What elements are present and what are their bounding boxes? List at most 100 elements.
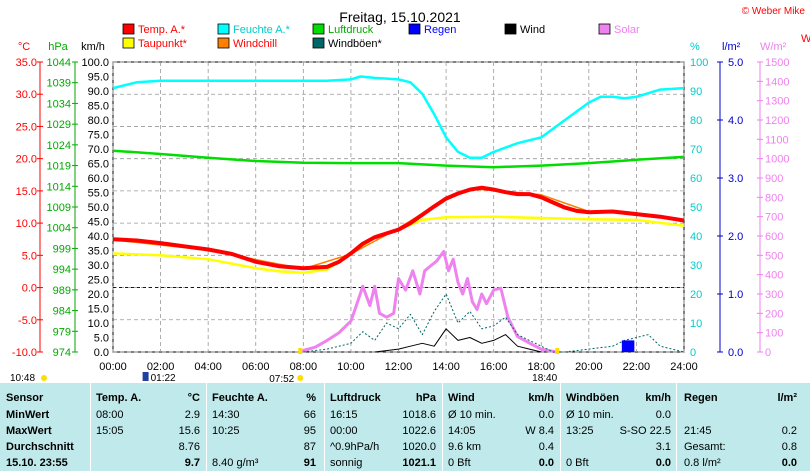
table-cell-value: 8.76 <box>178 441 200 453</box>
humidity-tick-label: 0 <box>690 347 696 359</box>
pressure-tick-label: 1019 <box>47 161 71 173</box>
table-header-unit: % <box>306 392 316 404</box>
wind-tick-label: 75.0 <box>88 130 109 142</box>
temp-tick-label: 10.0 <box>16 218 37 230</box>
table-row-label: MinWert <box>6 409 50 421</box>
wind-tick-label: 100.0 <box>81 57 109 69</box>
humidity-tick-label: 80 <box>690 115 702 127</box>
moon-phase-icon <box>41 375 47 381</box>
wind-tick-label: 0.0 <box>94 347 109 359</box>
table-cell-text: 13:25 <box>566 425 594 437</box>
series-luftdruck <box>112 149 685 169</box>
table-cell-text: Ø 10 min. <box>448 409 496 421</box>
x-tick-label: 12:00 <box>385 361 413 373</box>
wind-tick-label: 80.0 <box>88 115 109 127</box>
legend: Temp. A.* Feuchte A.* Luftdruck Regen Wind So… <box>122 23 640 50</box>
pressure-tick-label: 994 <box>53 264 71 276</box>
x-tick-label: 10:00 <box>337 361 365 373</box>
solar-tick-label: 1100 <box>765 134 789 146</box>
table-cell-value: 1018.6 <box>402 409 436 421</box>
pressure-tick-label: 1004 <box>47 223 71 235</box>
x-tick-label: 16:00 <box>480 361 508 373</box>
table-header: Wind <box>448 392 475 404</box>
table-cell-value: 0.8 <box>781 441 797 453</box>
humidity-tick-label: 20 <box>690 289 702 301</box>
table-cell-value: 0.0 <box>781 457 797 469</box>
x-tick-label: 20:00 <box>575 361 603 373</box>
legend-item: Luftdruck <box>312 23 374 36</box>
legend-item: Feuchte A.* <box>217 23 291 36</box>
table-cell-text: 0.8 l/m² <box>684 457 721 469</box>
table-cell-value: 0.0 <box>538 457 554 469</box>
pressure-tick-label: 989 <box>53 285 71 297</box>
wind-tick-label: 15.0 <box>88 304 109 316</box>
legend-item: Wind <box>504 23 545 36</box>
pressure-tick-label: 984 <box>53 306 71 318</box>
wind-tick-label: 85.0 <box>88 101 109 113</box>
plot-series <box>112 75 685 354</box>
x-tick-label: 04:00 <box>194 361 222 373</box>
table-row-label: 15.10. 23:55 <box>6 457 68 469</box>
legend-swatch <box>312 23 325 35</box>
sunrise-time: 07:52 <box>269 374 294 383</box>
pressure-tick-label: 1024 <box>47 140 71 152</box>
legend-item: Taupunkt* <box>122 37 188 50</box>
table-cell-text: 14:30 <box>212 409 240 421</box>
table-cell-value: 87 <box>303 441 316 453</box>
legend-swatch <box>504 23 517 35</box>
table-cell-text: Ø 10 min. <box>566 409 614 421</box>
table-cell-text: 0 Bft <box>448 457 471 469</box>
series-feuchtea <box>112 75 685 159</box>
wind-tick-label: 70.0 <box>88 144 109 156</box>
temp-unit: °C <box>18 41 30 53</box>
temp-tick-label: 5.0 <box>22 250 37 262</box>
wind-tick-label: 65.0 <box>88 159 109 171</box>
legend-item: Windchill <box>217 37 277 50</box>
humidity-tick-label: 100 <box>690 57 708 69</box>
table-cell-text: ^0.9hPa/h <box>330 441 380 453</box>
table-cell-value: 0.2 <box>781 425 797 437</box>
wind-tick-label: 35.0 <box>88 246 109 258</box>
pressure-tick-label: 1029 <box>47 119 71 131</box>
wind-tick-label: 5.0 <box>94 333 109 345</box>
legend-label: Feuchte A.* <box>233 24 291 36</box>
table-header: Feuchte A. <box>212 392 268 404</box>
table-row-label: Durchschnitt <box>6 441 74 453</box>
solar-tick-label: 500 <box>765 250 783 262</box>
x-tick-label: 08:00 <box>290 361 318 373</box>
table-cell-value: 1022.6 <box>402 425 436 437</box>
pressure-tick-label: 1014 <box>47 181 71 193</box>
solar-tick-label: 200 <box>765 308 783 320</box>
table-header-unit: °C <box>187 392 200 404</box>
wind-unit: km/h <box>81 41 105 53</box>
moonrise-time: 01:22 <box>151 373 176 383</box>
moon-icon <box>142 372 149 381</box>
wind-tick-label: 95.0 <box>88 72 109 84</box>
legend-label: Taupunkt* <box>138 38 188 50</box>
table-cell-text: 15:05 <box>96 425 124 437</box>
humidity-tick-label: 70 <box>690 144 702 156</box>
wind-tick-label: 20.0 <box>88 289 109 301</box>
x-tick-label: 06:00 <box>242 361 270 373</box>
rain-bar <box>621 340 625 352</box>
humidity-tick-label: 90 <box>690 86 702 98</box>
stats-table: Sensor Temp. A. °C Feuchte A.% Luftdruck hPa W… <box>0 383 810 471</box>
table-cell-value: 95 <box>303 425 316 437</box>
legend-label: Windböen* <box>328 38 383 50</box>
legend-label: Luftdruck <box>328 24 374 36</box>
humidity-tick-label: 50 <box>690 202 702 214</box>
wind-tick-label: 60.0 <box>88 173 109 185</box>
solar-tick-label: 1200 <box>765 115 789 127</box>
wind-tick-label: 25.0 <box>88 275 109 287</box>
solar-tick-label: 1000 <box>765 154 789 166</box>
temp-tick-label: 0.0 <box>22 283 37 295</box>
wind-tick-label: 50.0 <box>88 202 109 214</box>
table-cell-text: 8.40 g/m³ <box>212 457 259 469</box>
table-cell-text: 16:15 <box>330 409 358 421</box>
table-header-unit: hPa <box>415 392 436 404</box>
plot-axes: -10.0 -5.0 0.0 5.0 10.0 15.0 20.0 25.0 30.0 35.0 9… <box>10 33 810 383</box>
table-cell-value: 2.9 <box>184 409 200 421</box>
legend-item: Temp. A.* <box>122 23 186 36</box>
temp-tick-label: 25.0 <box>16 121 37 133</box>
table-cell-value: 0.4 <box>538 441 554 453</box>
